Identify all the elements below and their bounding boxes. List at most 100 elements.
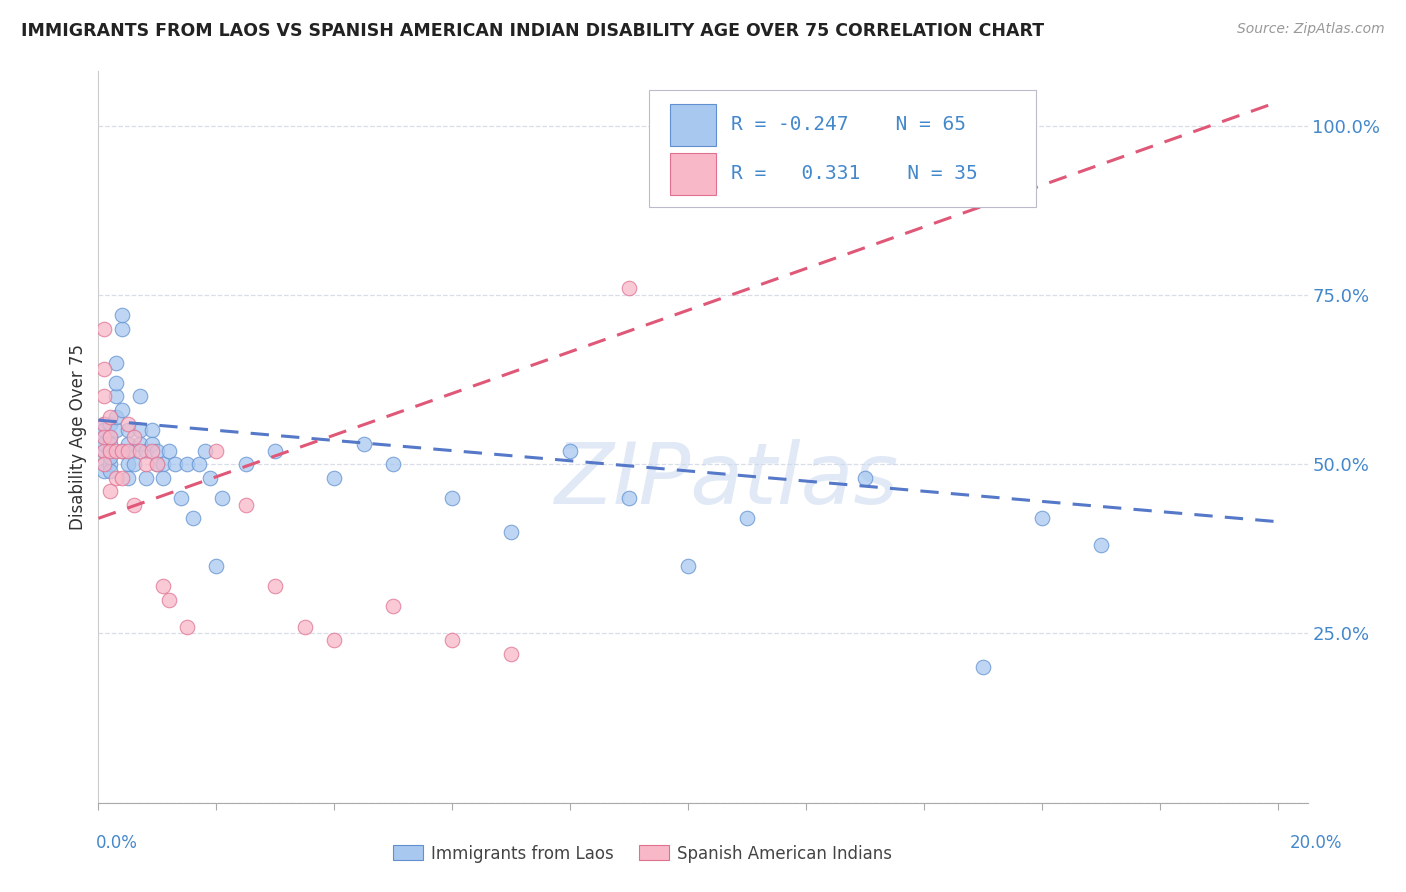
Point: [619, 491, 641, 505]
Point: [122, 443, 145, 458]
Point: [122, 498, 145, 512]
Point: [93, 430, 115, 444]
Point: [93, 443, 115, 458]
Point: [93, 457, 115, 471]
Point: [117, 437, 139, 451]
Point: [93, 362, 115, 376]
Point: [98, 430, 121, 444]
Point: [105, 389, 128, 403]
Point: [93, 322, 115, 336]
Point: [93, 437, 115, 451]
Point: [235, 457, 257, 471]
Point: [105, 409, 128, 424]
FancyBboxPatch shape: [671, 153, 716, 195]
Point: [93, 417, 115, 431]
Text: IMMIGRANTS FROM LAOS VS SPANISH AMERICAN INDIAN DISABILITY AGE OVER 75 CORRELATI: IMMIGRANTS FROM LAOS VS SPANISH AMERICAN…: [21, 22, 1045, 40]
Point: [122, 457, 145, 471]
Point: [170, 491, 193, 505]
Point: [93, 464, 115, 478]
Point: [98, 443, 121, 458]
Point: [117, 423, 139, 437]
Point: [211, 491, 233, 505]
Y-axis label: Disability Age Over 75: Disability Age Over 75: [69, 344, 87, 530]
Point: [176, 457, 198, 471]
Point: [98, 430, 121, 444]
Point: [235, 498, 257, 512]
Point: [105, 443, 128, 458]
Point: [98, 457, 121, 471]
Point: [98, 464, 121, 478]
Point: [135, 457, 157, 471]
Point: [501, 647, 523, 661]
Text: 0.0%: 0.0%: [96, 834, 138, 852]
Point: [152, 471, 174, 485]
Point: [678, 558, 700, 573]
Point: [205, 443, 228, 458]
Point: [98, 443, 121, 458]
Point: [98, 409, 121, 424]
Point: [122, 430, 145, 444]
Point: [98, 450, 121, 465]
Point: [93, 457, 115, 471]
Point: [141, 443, 163, 458]
Point: [146, 443, 169, 458]
Point: [98, 484, 121, 499]
Point: [111, 471, 134, 485]
Point: [141, 437, 163, 451]
Point: [501, 524, 523, 539]
Point: [111, 403, 134, 417]
Point: [93, 389, 115, 403]
Point: [735, 511, 758, 525]
Text: 20.0%: 20.0%: [1291, 834, 1343, 852]
Point: [157, 592, 180, 607]
Point: [111, 308, 134, 322]
Point: [105, 423, 128, 437]
Point: [117, 443, 139, 458]
FancyBboxPatch shape: [648, 90, 1035, 207]
Point: [111, 322, 134, 336]
Point: [205, 558, 228, 573]
Point: [152, 457, 174, 471]
Point: [117, 417, 139, 431]
Point: [323, 633, 346, 648]
Point: [146, 457, 169, 471]
Point: [200, 471, 222, 485]
Point: [135, 443, 157, 458]
Point: [93, 430, 115, 444]
Point: [105, 355, 128, 369]
Point: [128, 423, 150, 437]
Point: [93, 443, 115, 458]
Point: [98, 417, 121, 431]
Point: [93, 423, 115, 437]
Point: [176, 620, 198, 634]
Point: [111, 443, 134, 458]
Point: [93, 417, 115, 431]
Point: [853, 471, 876, 485]
Point: [560, 443, 582, 458]
Point: [264, 443, 287, 458]
Point: [152, 579, 174, 593]
Point: [135, 471, 157, 485]
Point: [294, 620, 316, 634]
Point: [111, 443, 134, 458]
Point: [165, 457, 187, 471]
Text: R =   0.331    N = 35: R = 0.331 N = 35: [731, 164, 977, 183]
Point: [181, 511, 204, 525]
Point: [264, 579, 287, 593]
Point: [619, 281, 641, 295]
Point: [117, 471, 139, 485]
Point: [157, 443, 180, 458]
Point: [187, 457, 209, 471]
Point: [441, 633, 464, 648]
Point: [1031, 511, 1053, 525]
Point: [128, 437, 150, 451]
Point: [105, 471, 128, 485]
Point: [128, 443, 150, 458]
Point: [972, 660, 994, 674]
Point: [117, 457, 139, 471]
Point: [98, 437, 121, 451]
Text: R = -0.247    N = 65: R = -0.247 N = 65: [731, 115, 966, 135]
Point: [323, 471, 346, 485]
FancyBboxPatch shape: [671, 103, 716, 146]
Legend: Immigrants from Laos, Spanish American Indians: Immigrants from Laos, Spanish American I…: [388, 839, 897, 868]
